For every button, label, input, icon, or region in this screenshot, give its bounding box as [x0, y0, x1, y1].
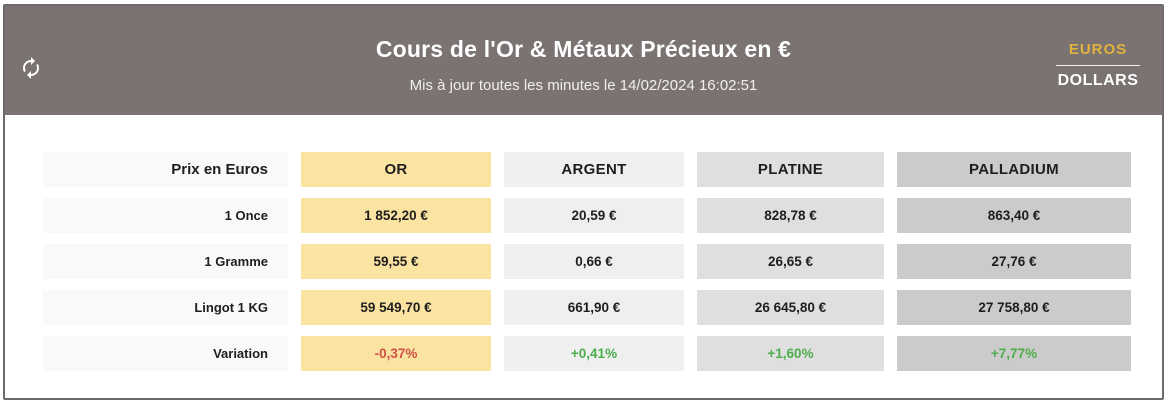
- column-header-or: OR: [301, 152, 491, 187]
- row-label-lingot: Lingot 1 KG: [43, 290, 288, 325]
- price-table-area: Prix en Euros OR ARGENT PLATINE PALLADIU…: [5, 115, 1162, 371]
- row-label-gramme: 1 Gramme: [43, 244, 288, 279]
- variation-palladium: +7,77%: [897, 336, 1131, 371]
- price-palladium-once: 863,40 €: [897, 198, 1131, 233]
- price-table: Prix en Euros OR ARGENT PLATINE PALLADIU…: [43, 152, 1162, 371]
- variation-argent: +0,41%: [504, 336, 684, 371]
- tab-euros[interactable]: EUROS: [1068, 41, 1128, 58]
- variation-platine: +1,60%: [697, 336, 884, 371]
- price-or-lingot: 59 549,70 €: [301, 290, 491, 325]
- page-title: Cours de l'Or & Métaux Précieux en €: [375, 36, 792, 62]
- row-label-variation: Variation: [43, 336, 288, 371]
- tab-active-underline: [1056, 65, 1140, 66]
- price-palladium-lingot: 27 758,80 €: [897, 290, 1131, 325]
- refresh-button[interactable]: [18, 56, 44, 82]
- price-platine-once: 828,78 €: [697, 198, 884, 233]
- row-label-once: 1 Once: [43, 198, 288, 233]
- column-header-platine: PLATINE: [697, 152, 884, 187]
- header-titles: Cours de l'Or & Métaux Précieux en € Mis…: [5, 6, 1162, 94]
- column-header-palladium: PALLADIUM: [897, 152, 1131, 187]
- column-header-argent: ARGENT: [504, 152, 684, 187]
- price-argent-gramme: 0,66 €: [504, 244, 684, 279]
- widget-header: Cours de l'Or & Métaux Précieux en € Mis…: [5, 6, 1162, 115]
- price-palladium-gramme: 27,76 €: [897, 244, 1131, 279]
- price-platine-lingot: 26 645,80 €: [697, 290, 884, 325]
- table-corner-label: Prix en Euros: [43, 152, 288, 187]
- tab-dollars[interactable]: DOLLARS: [1057, 72, 1139, 89]
- last-updated-text: Mis à jour toutes les minutes le 14/02/2…: [409, 77, 758, 94]
- price-argent-lingot: 661,90 €: [504, 290, 684, 325]
- variation-or: -0,37%: [301, 336, 491, 371]
- currency-toggle: EUROS DOLLARS: [1046, 41, 1150, 90]
- price-or-gramme: 59,55 €: [301, 244, 491, 279]
- price-platine-gramme: 26,65 €: [697, 244, 884, 279]
- gold-price-widget-card: Cours de l'Or & Métaux Précieux en € Mis…: [3, 4, 1164, 400]
- price-or-once: 1 852,20 €: [301, 198, 491, 233]
- refresh-icon: [23, 57, 39, 79]
- price-argent-once: 20,59 €: [504, 198, 684, 233]
